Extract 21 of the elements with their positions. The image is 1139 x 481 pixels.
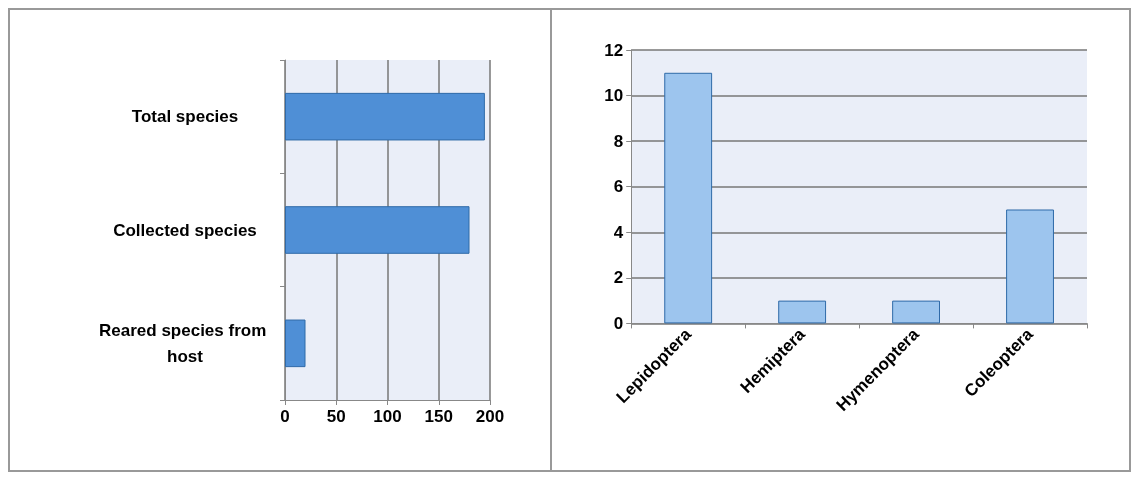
bar bbox=[664, 72, 713, 324]
bar bbox=[285, 206, 470, 254]
bar bbox=[285, 319, 306, 368]
x-tick-label: 50 bbox=[326, 407, 346, 426]
bar bbox=[892, 300, 941, 324]
bar bbox=[778, 300, 827, 324]
y-tick-label: Reared species from host bbox=[99, 320, 271, 366]
y-tick-label: 8 bbox=[613, 131, 624, 151]
y-tick-label: Total species bbox=[131, 107, 239, 127]
x-tick-label: 100 bbox=[373, 407, 402, 426]
x-tick-label: 200 bbox=[475, 407, 505, 426]
bar bbox=[285, 92, 485, 141]
y-tick-label: 6 bbox=[613, 177, 624, 197]
bar bbox=[1006, 209, 1054, 324]
y-tick-label: 10 bbox=[604, 86, 624, 106]
x-tick-label: 0 bbox=[280, 407, 290, 426]
y-tick-label: 4 bbox=[613, 222, 624, 242]
y-tick-label: 12 bbox=[604, 40, 624, 60]
y-tick-label: 2 bbox=[613, 268, 624, 288]
y-tick-label: Collected species bbox=[113, 220, 257, 240]
x-tick-label: 150 bbox=[424, 407, 453, 426]
